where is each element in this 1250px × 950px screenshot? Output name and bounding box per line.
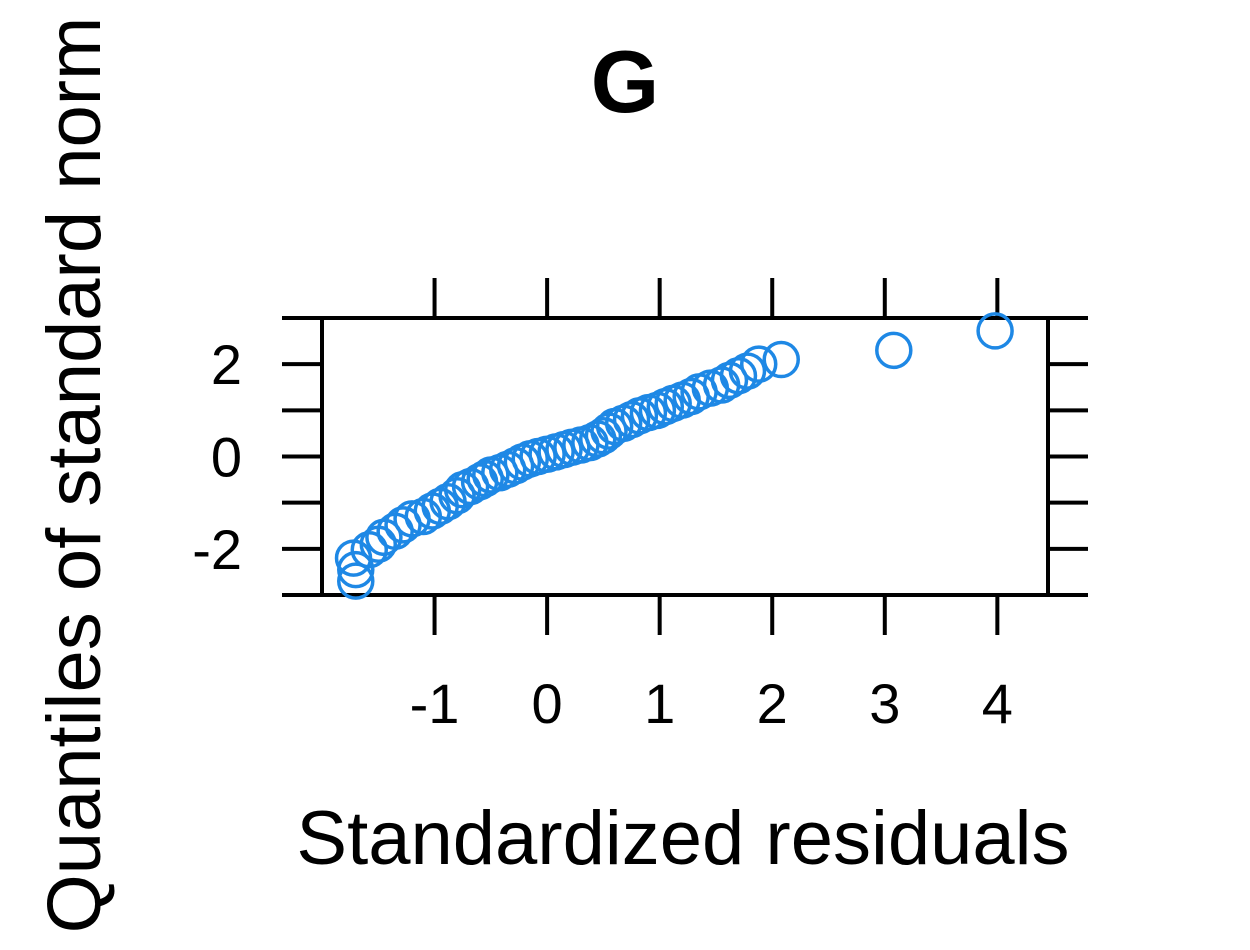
data-point (728, 352, 767, 390)
plot-frame (320, 316, 1050, 597)
x-tick-label: 0 (532, 672, 563, 735)
data-point (762, 340, 800, 379)
y-tick-label: -2 (192, 518, 242, 581)
x-tick-label: -1 (410, 672, 460, 735)
x-tick-label: 4 (982, 672, 1013, 735)
x-tick-label: 2 (757, 672, 788, 735)
x-axis-label: Standardized residuals (296, 796, 1069, 881)
data-point (739, 345, 778, 383)
data-points (334, 312, 1014, 600)
y-axis-label: Quantiles of standard norm (32, 17, 117, 934)
y-tick-label: 0 (211, 426, 242, 489)
y-tick-label: 2 (211, 333, 242, 396)
y-axis: -2 0 2 (192, 316, 1088, 597)
x-tick-label: 3 (869, 672, 900, 735)
data-point (976, 312, 1014, 350)
data-point (584, 416, 623, 455)
data-point (337, 562, 375, 600)
chart-title: G (591, 32, 659, 131)
x-tick-label: 1 (644, 672, 675, 735)
data-point (875, 331, 913, 370)
x-axis: -1 0 1 2 3 4 (410, 278, 1013, 735)
